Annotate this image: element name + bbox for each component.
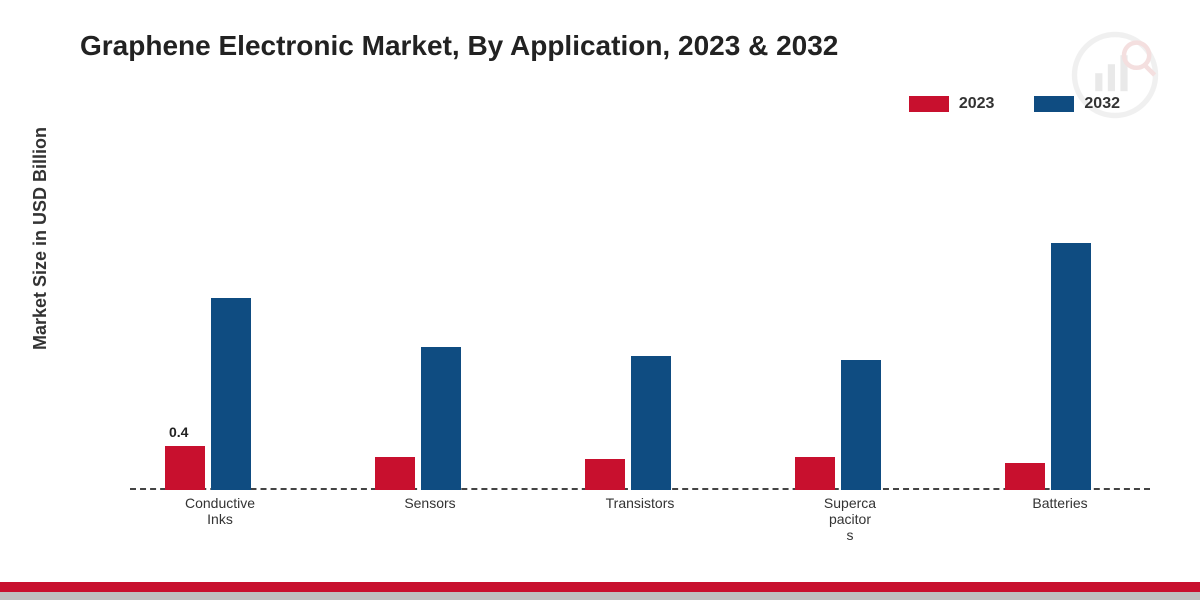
- bar: [375, 457, 415, 490]
- legend: 2023 2032: [909, 95, 1120, 113]
- footer-bar: [0, 582, 1200, 600]
- bar: [421, 347, 461, 490]
- footer-red-stripe: [0, 582, 1200, 592]
- legend-label-2023: 2023: [959, 95, 995, 113]
- y-axis-label: Market Size in USD Billion: [30, 127, 51, 350]
- chart-container: { "title": "Graphene Electronic Market, …: [0, 0, 1200, 600]
- x-tick-label: Sensors: [365, 495, 495, 511]
- bar: [1051, 243, 1091, 491]
- bar: [165, 446, 205, 490]
- bar: [1005, 463, 1045, 491]
- legend-item-2032: 2032: [1034, 95, 1120, 113]
- legend-item-2023: 2023: [909, 95, 995, 113]
- bar: [795, 457, 835, 490]
- bar-group: [375, 347, 485, 490]
- bar: [631, 356, 671, 490]
- x-tick-label: Transistors: [575, 495, 705, 511]
- bar-group: [795, 360, 905, 490]
- x-tick-label: Batteries: [995, 495, 1125, 511]
- bar-group: [585, 356, 695, 490]
- bar: [841, 360, 881, 490]
- legend-swatch-2032: [1034, 96, 1074, 112]
- chart-title: Graphene Electronic Market, By Applicati…: [80, 30, 838, 62]
- x-tick-label: Supercapacitors: [785, 495, 915, 543]
- x-axis-labels: ConductiveInks Sensors Transistors Supercap…: [130, 495, 1150, 555]
- legend-label-2032: 2032: [1084, 95, 1120, 113]
- bar-group: [165, 298, 275, 491]
- x-tick-label: ConductiveInks: [155, 495, 285, 527]
- bar: [585, 459, 625, 490]
- plot-area: 0.4: [130, 160, 1150, 490]
- bar: [211, 298, 251, 491]
- bar-group: [1005, 243, 1115, 491]
- legend-swatch-2023: [909, 96, 949, 112]
- footer-grey-stripe: [0, 592, 1200, 600]
